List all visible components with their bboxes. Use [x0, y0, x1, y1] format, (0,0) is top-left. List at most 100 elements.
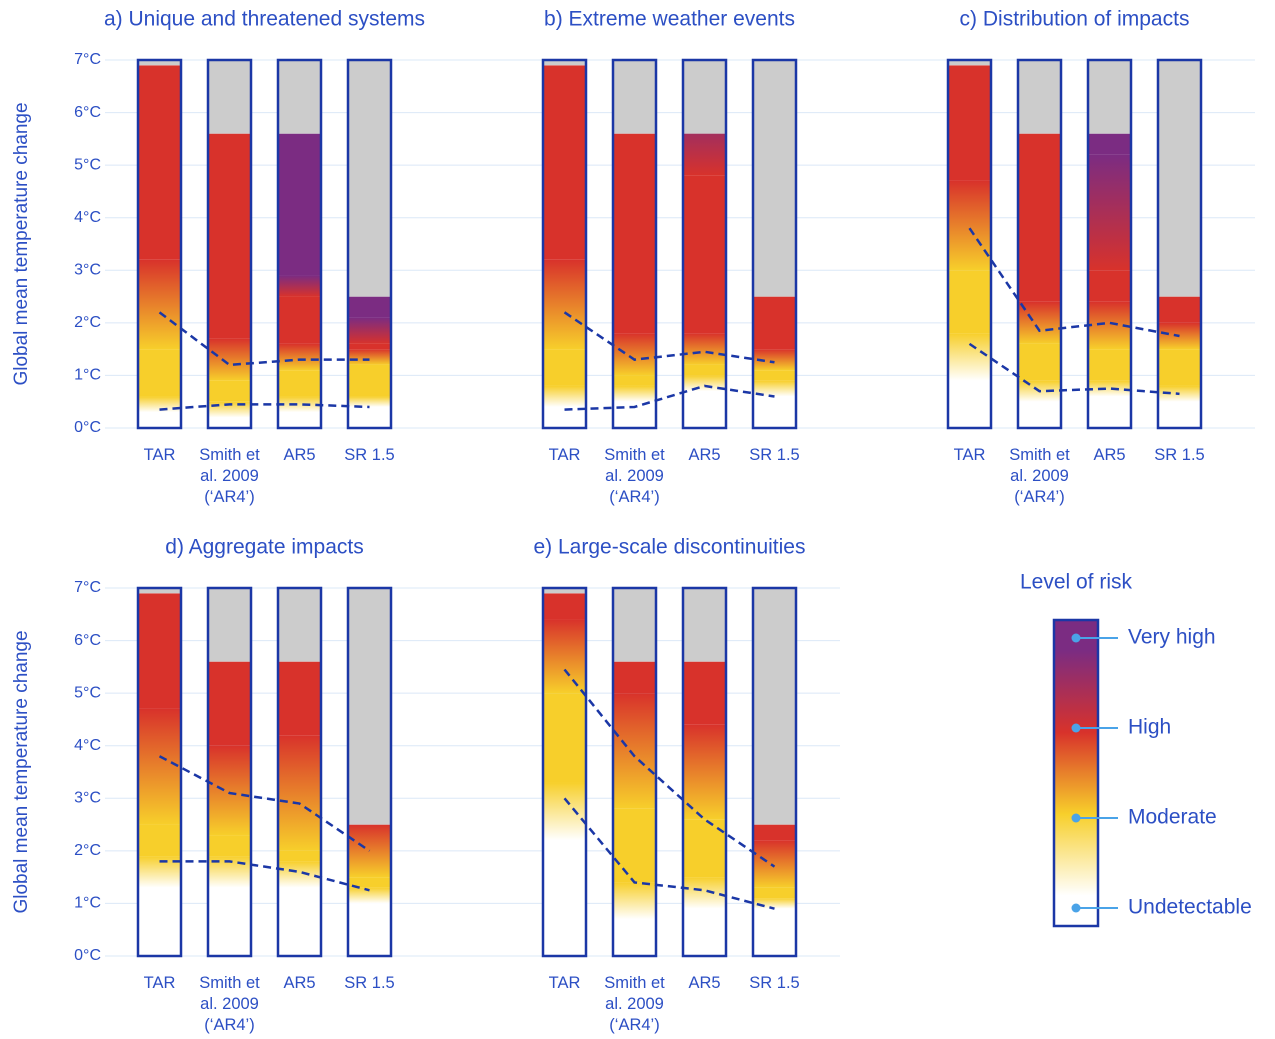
ember-level: [1018, 133, 1061, 302]
ember-level: [348, 343, 391, 350]
ember-unassessed: [348, 60, 391, 297]
legend-label: Moderate: [1128, 806, 1217, 829]
ember-level: [1018, 343, 1061, 381]
dashed-line: [158, 755, 371, 852]
ember-frame: [276, 58, 323, 430]
ember-level: [138, 65, 181, 260]
ember-level: [278, 850, 321, 862]
x-tick-label: TAR: [549, 446, 581, 464]
ember: [613, 133, 656, 428]
dashed-line: [563, 797, 775, 910]
legend-dot: [1071, 723, 1081, 733]
ember-level: [543, 693, 586, 783]
ember-transition: [613, 333, 656, 376]
ember-level: [208, 380, 251, 402]
ember-level: [138, 824, 181, 857]
x-tick-label: Smith et al. 2009 (‘AR4’): [199, 974, 260, 1034]
ember-transition: [348, 349, 391, 365]
ember-level: [613, 375, 656, 386]
ember-level: [543, 840, 586, 956]
y-tick-label: 2°C: [74, 842, 101, 859]
x-tick-label: AR5: [688, 446, 720, 464]
ember-frame: [136, 586, 183, 958]
ember-transition: [348, 396, 391, 407]
ember: [348, 296, 391, 428]
legend-dot: [1071, 633, 1081, 643]
ember-transition: [948, 333, 991, 381]
ember-level: [753, 396, 796, 428]
ember-level: [543, 406, 586, 428]
ember-level: [348, 406, 391, 428]
x-tick-label: SR 1.5: [1154, 446, 1204, 464]
ember-level: [948, 380, 991, 428]
ember-transition: [1088, 154, 1131, 271]
x-tick-label: AR5: [688, 974, 720, 992]
ember-level: [948, 65, 991, 181]
ember-transition: [613, 882, 656, 920]
ember-level: [613, 919, 656, 956]
ember-transition: [948, 180, 991, 271]
ember-level: [1158, 401, 1201, 428]
ember-level: [683, 364, 726, 376]
ember-level: [138, 412, 181, 428]
dashed-line: [563, 311, 775, 364]
ember-level: [1158, 296, 1201, 323]
ember-unassessed: [1018, 60, 1061, 134]
y-tick-label: 5°C: [74, 156, 101, 173]
y-tick-label: 4°C: [74, 737, 101, 754]
ember-frame: [541, 586, 588, 958]
ember: [208, 133, 251, 428]
y-axis-label: Global mean temperature change: [11, 102, 32, 385]
ember-level: [1018, 401, 1061, 428]
ember-transition: [278, 275, 321, 297]
ember-transition: [543, 619, 586, 694]
ember-unassessed: [278, 60, 321, 134]
dashed-line: [968, 342, 1180, 396]
ember-frame: [1016, 58, 1063, 430]
ember-frame: [681, 58, 728, 430]
ember-unassessed: [138, 60, 181, 66]
x-tick-label: TAR: [144, 446, 176, 464]
ember-frame: [136, 58, 183, 430]
ember-transition: [753, 380, 796, 397]
ember-frame: [276, 586, 323, 958]
ember-level: [543, 349, 586, 386]
legend-bar: [1052, 618, 1100, 928]
ember: [753, 824, 796, 956]
dashed-line: [159, 860, 370, 892]
dashed-line: [564, 384, 775, 411]
ember: [753, 296, 796, 428]
x-tick-label: SR 1.5: [344, 446, 394, 464]
ember-transition: [348, 317, 391, 344]
ember-level: [753, 296, 796, 350]
x-tick-label: SR 1.5: [749, 974, 799, 992]
panel-title: a) Unique and threatened systems: [104, 8, 425, 31]
x-tick-label: Smith et al. 2009 (‘AR4’): [604, 974, 665, 1034]
ember-transition: [543, 259, 586, 350]
x-tick-label: TAR: [549, 974, 581, 992]
ember-level: [278, 661, 321, 736]
ember-frame: [946, 58, 993, 430]
legend-label: Undetectable: [1128, 896, 1252, 919]
ember-transition: [683, 333, 726, 365]
ember-level: [278, 133, 321, 276]
ember-level: [278, 412, 321, 428]
dashed-line: [563, 668, 776, 868]
ember-level: [753, 370, 796, 381]
ember-transition: [613, 693, 656, 809]
x-tick-label: SR 1.5: [344, 974, 394, 992]
ember-transition: [753, 898, 796, 909]
ember-transition: [278, 861, 321, 888]
x-tick-label: Smith et al. 2009 (‘AR4’): [604, 446, 665, 506]
ember-frame: [346, 586, 393, 958]
x-tick-label: TAR: [954, 446, 986, 464]
ember: [278, 133, 321, 428]
x-tick-label: SR 1.5: [749, 446, 799, 464]
ember-level: [348, 903, 391, 956]
legend-label: Very high: [1128, 626, 1216, 649]
ember: [543, 65, 586, 428]
ember-level: [753, 824, 796, 841]
ember-level: [753, 887, 796, 899]
ember-transition: [1088, 380, 1131, 397]
